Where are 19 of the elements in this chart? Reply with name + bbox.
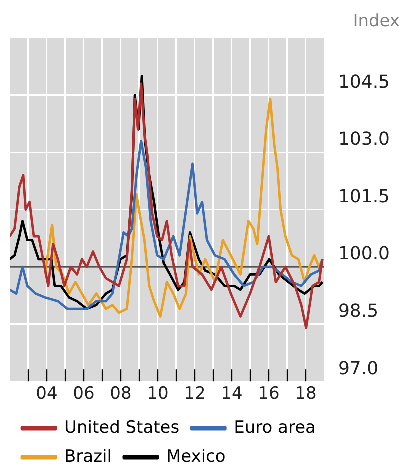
x-tick-label: 12 xyxy=(184,384,206,404)
x-tick-label: 14 xyxy=(221,384,243,404)
x-tick-label: 10 xyxy=(147,384,169,404)
y-tick-label: 97.0 xyxy=(338,358,379,380)
legend-label: Euro area xyxy=(234,418,316,438)
x-tick-label: 16 xyxy=(258,384,280,404)
y-tick-label: 103.0 xyxy=(338,129,390,150)
legend-label: Mexico xyxy=(166,446,226,467)
y-tick-label: 101.5 xyxy=(338,186,390,208)
legend-label: Brazil xyxy=(64,446,112,467)
y-tick-label: 100.0 xyxy=(338,244,390,265)
x-tick-label: 04 xyxy=(36,384,58,404)
y-tick-label: 104.5 xyxy=(338,72,390,93)
y-tick-label: 98.5 xyxy=(338,301,379,322)
x-tick-label: 08 xyxy=(110,384,132,404)
y-axis-title: Index xyxy=(353,11,400,32)
x-tick-label: 18 xyxy=(295,384,317,404)
legend-label: United States xyxy=(64,418,180,438)
x-tick-label: 06 xyxy=(73,384,95,404)
